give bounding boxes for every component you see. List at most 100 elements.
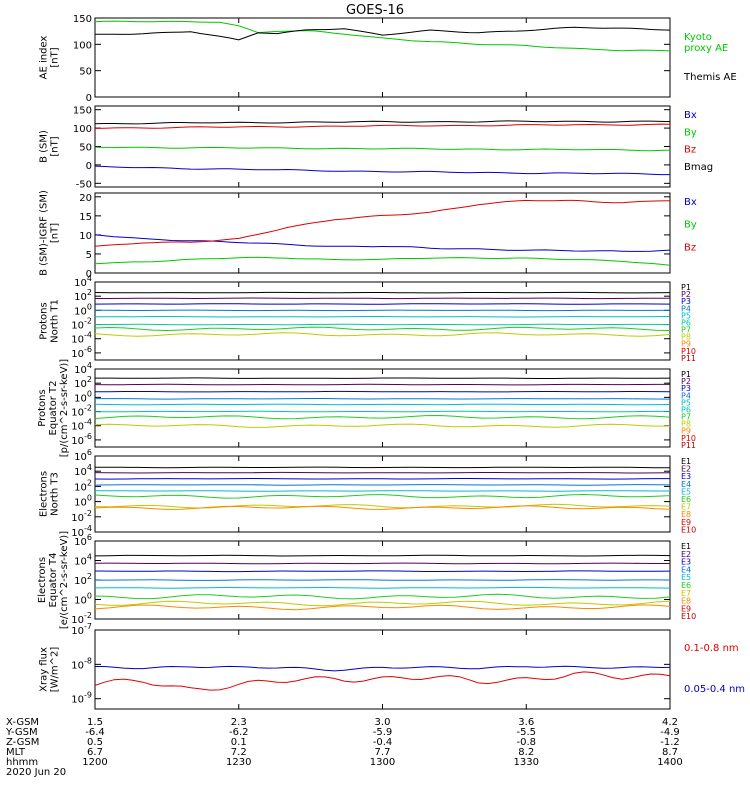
panel-7-legend-e2: E2: [681, 550, 691, 559]
panel-7-channel-e8: [94, 604, 671, 611]
panel-2-series-bz: [94, 123, 671, 129]
panel-2-ytick-label: 50: [79, 143, 92, 154]
panel-1-legend-themis-ae: Themis AE: [683, 72, 737, 83]
panel-6-ytick-label: 100: [74, 494, 92, 509]
panel-5-channel-p8: [94, 423, 671, 428]
panel-4-ytick-label: 104: [74, 274, 92, 289]
panel-6-channel-e2: [94, 471, 671, 474]
panel-5-channel-p7: [94, 414, 671, 420]
panel-4-legend-p11: P11: [681, 354, 696, 363]
x-axis-row-label: hhmm: [6, 757, 38, 768]
panel-7-ytick-label: 104: [74, 553, 92, 568]
panel-3-ylabel: [nT]: [50, 223, 61, 243]
panel-5-legend-p3: P3: [681, 384, 691, 393]
panel-7-channel-e1: [94, 554, 671, 557]
panel-5-channel-p1: [95, 377, 671, 379]
panel-5-ytick-label: 10-4: [71, 418, 92, 433]
panel-1-ylabel: [nT]: [50, 47, 61, 67]
panel-6-legend-e4: E4: [681, 480, 691, 489]
panel-7-ytick-label: 10-2: [71, 611, 92, 626]
x-axis-value: -0.8: [516, 737, 536, 748]
panel-4-channel-p5: [94, 316, 671, 318]
panel-5-channel-p5: [94, 403, 671, 406]
panel-2-series-bx: [94, 165, 670, 176]
panel-2-series-bmag: [94, 120, 671, 125]
panel-6-legend-e5: E5: [681, 487, 691, 496]
panel-7-channel-e4: [95, 579, 671, 581]
panel-6-channel-e3: [94, 477, 670, 480]
panel-4-channel-p4: [95, 309, 671, 312]
panel-6-legend-e10: E10: [681, 525, 696, 534]
panel-6-legend-e2: E2: [681, 465, 691, 474]
panel-2-legend-bz: Bz: [684, 145, 696, 156]
panel-5-ylabel: Equator T2: [48, 381, 59, 436]
panel-8-legend-0-1-0-8-nm: 0.1-0.8 nm: [684, 643, 739, 654]
x-axis-value: 3.0: [375, 717, 391, 728]
panel-7-legend-e7: E7: [681, 589, 691, 598]
panel-2-ylabel: B (SM): [39, 130, 50, 163]
panel-5-legend-p6: P6: [681, 405, 691, 414]
x-axis-value: -5.5: [516, 727, 536, 738]
panel-5-legend-p7: P7: [681, 413, 691, 422]
panel-2-frame: [94, 105, 671, 188]
panel-3-legend-bz: Bz: [684, 242, 696, 253]
panel-8-frame: [94, 629, 671, 710]
panel-7-legend-e6: E6: [681, 581, 691, 590]
panel-2-ytick-label: -50: [76, 179, 92, 190]
x-axis-value: -6.4: [85, 727, 105, 738]
x-axis-row-label: Y-GSM: [5, 727, 38, 738]
panel-5-ytick-label: 104: [74, 361, 92, 376]
panel-2-ytick-label: 0: [86, 161, 92, 172]
panel-1-series-themis-ae: [94, 26, 671, 41]
panel-4-ytick-label: 10-6: [71, 345, 92, 360]
panel-6-ytick-label: 10-4: [71, 524, 92, 539]
panel-6-ylabel: North T3: [50, 472, 61, 516]
panel-7-legend-e1: E1: [681, 542, 691, 551]
x-axis-row-label: 2020 Jun 20: [6, 767, 66, 778]
panel-3-frame: [94, 192, 671, 274]
panel-8-ytick-label: 10-9: [71, 691, 92, 706]
panel-2-ytick-label: 150: [73, 106, 92, 117]
panel-5-legend-p1: P1: [681, 370, 691, 379]
panel-7-ylabel: Electrons: [37, 557, 48, 603]
panel-4-channel-p3: [94, 303, 671, 305]
panel-2-ylabel: [nT]: [50, 136, 61, 156]
panel-1-ytick-label: 100: [73, 40, 92, 51]
panel-1-legend-kyoto-proxy-ae: proxy AE: [684, 43, 728, 54]
panel-4-ytick-label: 102: [74, 288, 92, 303]
x-axis-value: 1400: [657, 757, 682, 768]
panel-7-legend-e3: E3: [681, 558, 691, 567]
panel-6-ytick-label: 10-2: [71, 509, 92, 524]
panel-6-legend-e3: E3: [681, 472, 691, 481]
panel-5-ytick-label: 10-6: [71, 432, 92, 447]
panel-8-ylabel: [W/m^2]: [50, 647, 61, 693]
panel-4-legend-p10: P10: [681, 347, 696, 356]
panel-5-legend-p4: P4: [681, 391, 691, 400]
x-axis-row-label: Z-GSM: [6, 737, 39, 748]
x-axis-value: 3.6: [518, 717, 534, 728]
panel-3-series-bz: [94, 199, 671, 247]
x-axis-value: 0.5: [87, 737, 103, 748]
panel-2-series-by: [94, 146, 671, 152]
panel-7-ylabel: Equator T4: [48, 553, 59, 608]
panel-7-legend-e4: E4: [681, 565, 691, 574]
panel-4-legend-p5: P5: [681, 311, 691, 320]
panel-3-series-by: [94, 256, 671, 266]
x-axis-value: 1.5: [87, 717, 103, 728]
panel-4-channel-p7: [94, 326, 671, 332]
panel-8-ylabel: Xray flux: [39, 647, 50, 692]
panel-3-ytick-label: 15: [79, 212, 92, 223]
panel-6-channel-e7: [94, 503, 671, 509]
panel-7-channel-e7: [94, 600, 671, 607]
figure-title: GOES-16: [346, 3, 404, 18]
x-axis-value: -6.2: [229, 727, 249, 738]
panel-3-ytick-label: 20: [79, 193, 92, 204]
x-axis-value: 4.2: [662, 717, 678, 728]
x-axis-value: 8.2: [518, 747, 534, 758]
panel-5-legend-p2: P2: [681, 377, 691, 386]
panel-4-legend-p6: P6: [681, 318, 691, 327]
panel-4-legend-p1: P1: [681, 283, 691, 292]
panel-4-channel-p1: [94, 291, 671, 294]
panel-4-legend-p4: P4: [681, 304, 691, 313]
panel-5-ylabel: [p/(cm^2-s-sr-keV)]: [59, 359, 70, 458]
